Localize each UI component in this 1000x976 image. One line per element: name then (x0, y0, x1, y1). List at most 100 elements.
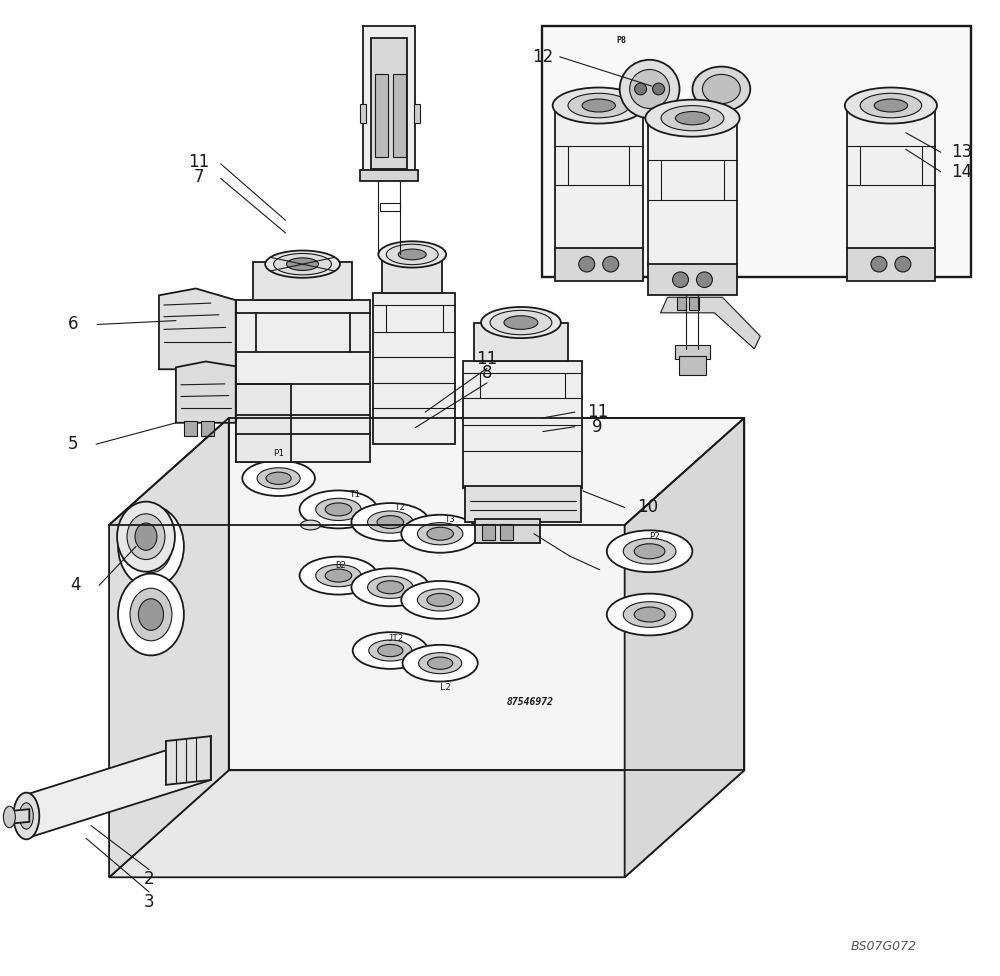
Text: 11: 11 (587, 403, 608, 421)
Text: 3: 3 (144, 893, 154, 911)
Text: 7: 7 (194, 168, 204, 185)
Ellipse shape (266, 472, 291, 484)
Text: 10: 10 (637, 499, 658, 516)
Ellipse shape (645, 100, 740, 137)
Text: P1: P1 (273, 449, 284, 459)
Polygon shape (176, 361, 236, 423)
Ellipse shape (860, 94, 922, 118)
Text: 2: 2 (144, 871, 154, 888)
Ellipse shape (403, 645, 478, 681)
Ellipse shape (661, 105, 724, 131)
Ellipse shape (417, 589, 463, 611)
Ellipse shape (3, 806, 15, 828)
Text: 4: 4 (70, 576, 80, 594)
Polygon shape (661, 298, 760, 348)
Text: 11: 11 (476, 349, 498, 368)
Ellipse shape (623, 539, 676, 564)
Ellipse shape (118, 506, 184, 588)
Circle shape (895, 257, 911, 272)
Text: B2: B2 (335, 561, 346, 570)
Ellipse shape (490, 310, 552, 335)
Polygon shape (229, 418, 744, 770)
Polygon shape (109, 418, 229, 877)
Ellipse shape (428, 657, 453, 670)
Bar (648, 118, 737, 266)
Ellipse shape (417, 522, 463, 545)
Ellipse shape (301, 520, 320, 530)
Circle shape (635, 83, 647, 95)
Ellipse shape (13, 793, 39, 839)
Text: 14: 14 (951, 163, 972, 181)
Ellipse shape (427, 593, 453, 606)
Ellipse shape (378, 241, 446, 267)
Text: P2: P2 (649, 532, 660, 541)
Text: BS07G072: BS07G072 (851, 940, 917, 954)
Polygon shape (166, 736, 211, 785)
Text: 87546972: 87546972 (506, 697, 553, 707)
Circle shape (630, 69, 670, 108)
Bar (679, 355, 706, 375)
Ellipse shape (398, 249, 426, 260)
Polygon shape (26, 736, 211, 838)
Text: T1: T1 (350, 490, 361, 500)
Ellipse shape (368, 511, 413, 533)
Bar (482, 524, 495, 540)
Polygon shape (463, 361, 582, 488)
Ellipse shape (607, 593, 692, 635)
Bar (201, 421, 214, 436)
Ellipse shape (634, 544, 665, 558)
Text: 11: 11 (188, 153, 209, 171)
Ellipse shape (117, 502, 175, 572)
Ellipse shape (130, 589, 172, 641)
Circle shape (653, 83, 665, 95)
Text: P8: P8 (617, 36, 627, 45)
Ellipse shape (368, 576, 413, 598)
Bar (393, 74, 406, 157)
Ellipse shape (481, 307, 561, 338)
Ellipse shape (504, 316, 538, 329)
Bar (555, 105, 643, 250)
Ellipse shape (274, 254, 331, 275)
Ellipse shape (351, 503, 429, 541)
Circle shape (579, 257, 595, 272)
Bar (186, 367, 204, 383)
Ellipse shape (300, 490, 377, 528)
Ellipse shape (386, 244, 438, 264)
Ellipse shape (377, 515, 404, 529)
Ellipse shape (325, 503, 352, 516)
Polygon shape (371, 38, 407, 169)
Circle shape (620, 60, 680, 118)
Ellipse shape (316, 499, 361, 520)
Polygon shape (475, 519, 540, 544)
Polygon shape (236, 301, 370, 462)
Polygon shape (363, 25, 415, 177)
Text: L2: L2 (440, 683, 451, 692)
Ellipse shape (702, 74, 740, 103)
Ellipse shape (138, 531, 164, 562)
Ellipse shape (118, 574, 184, 656)
Ellipse shape (419, 653, 462, 673)
Bar (847, 105, 935, 250)
Text: 8: 8 (482, 364, 492, 383)
Ellipse shape (623, 601, 676, 628)
Circle shape (603, 257, 619, 272)
Ellipse shape (582, 99, 615, 112)
Bar (184, 421, 197, 436)
Ellipse shape (130, 520, 172, 573)
Ellipse shape (300, 556, 377, 594)
Ellipse shape (427, 527, 453, 540)
Bar (542, 25, 971, 277)
Ellipse shape (568, 94, 629, 118)
Circle shape (673, 272, 688, 288)
Bar (847, 248, 935, 281)
Bar (675, 345, 710, 358)
Ellipse shape (675, 111, 710, 125)
Polygon shape (9, 809, 29, 824)
Ellipse shape (874, 99, 908, 112)
Bar (382, 255, 442, 294)
Ellipse shape (138, 598, 164, 630)
Polygon shape (373, 294, 455, 444)
Ellipse shape (353, 632, 428, 669)
Text: 12: 12 (532, 48, 554, 65)
Text: JT2: JT2 (387, 634, 403, 643)
